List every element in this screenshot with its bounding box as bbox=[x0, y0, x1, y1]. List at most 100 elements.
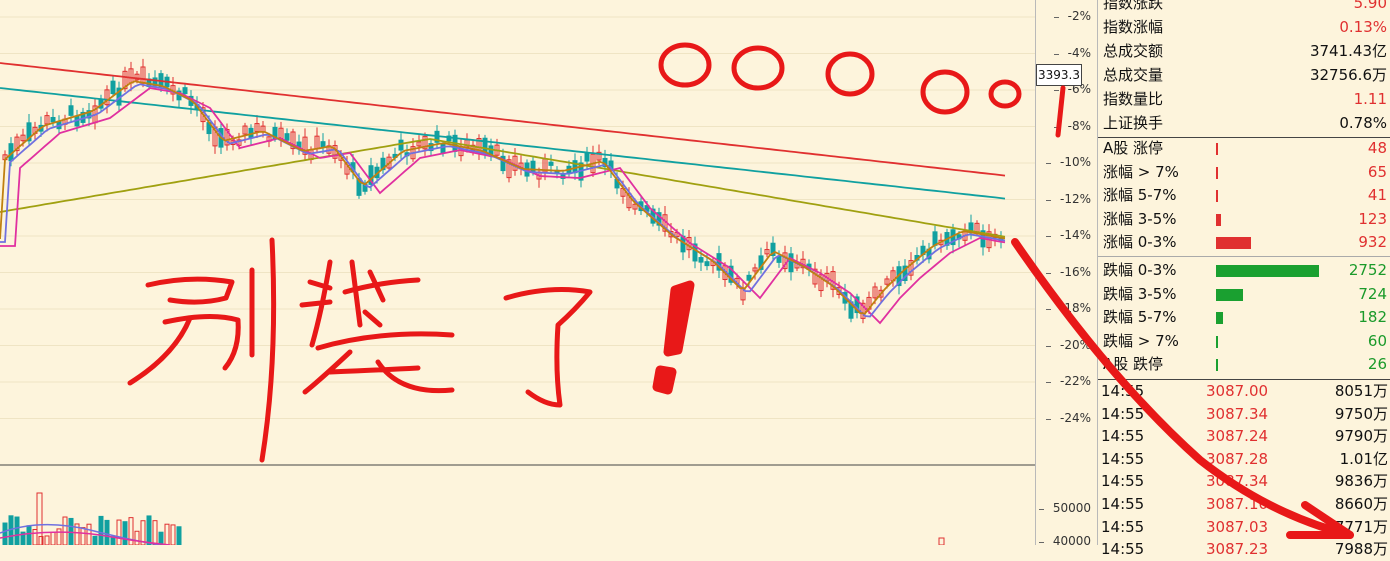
candle-body bbox=[902, 265, 908, 282]
trade-tick-row: 14:55 3087.23 7988万 bbox=[1098, 538, 1390, 561]
volume-bar bbox=[116, 519, 122, 545]
tick-vol: 8051万 bbox=[1334, 382, 1388, 400]
candle-body bbox=[872, 286, 878, 299]
candle-body bbox=[818, 274, 824, 292]
candle-body bbox=[632, 203, 638, 210]
candle-body bbox=[440, 143, 446, 154]
candle-body bbox=[284, 133, 290, 141]
volume-bar bbox=[146, 515, 152, 545]
row-value: 932 bbox=[1358, 233, 1387, 252]
percent-tick-label: -12% bbox=[1045, 191, 1091, 206]
candle-body bbox=[422, 135, 428, 150]
tick-vol: 9836万 bbox=[1334, 472, 1388, 491]
candle-body bbox=[50, 116, 56, 123]
row-value: 32756.6万 bbox=[1309, 66, 1387, 84]
market-stats-panel: 指数涨跌 5.90 指数涨幅 0.13% 总成交额 3741.43亿 总成交量 32756.6… bbox=[1098, 0, 1390, 558]
market-breadth-row: 涨幅 5-7% 41 bbox=[1098, 184, 1390, 207]
index-stat-row: 上证换手 0.78% bbox=[1098, 112, 1390, 135]
tick-vol: 9790万 bbox=[1334, 427, 1388, 446]
candle-body bbox=[14, 136, 20, 152]
candle-body bbox=[416, 141, 422, 147]
percent-tick-label: -10% bbox=[1045, 155, 1091, 169]
volume-bar bbox=[56, 528, 62, 545]
percent-tick-label: -2% bbox=[1053, 9, 1091, 23]
volume-bar bbox=[176, 526, 182, 545]
index-stat-row: 总成交额 3741.43亿 bbox=[1098, 40, 1390, 63]
percent-tick-label: -16% bbox=[1045, 264, 1091, 279]
candle-body bbox=[884, 278, 890, 285]
percent-tick-label: -18% bbox=[1045, 301, 1091, 315]
row-label: A股 跌停 bbox=[1103, 355, 1164, 374]
ma5-line bbox=[0, 80, 1006, 315]
tick-time: 14:55 bbox=[1101, 517, 1145, 536]
trade-tick-row: 14:55 3087.03 7771万 bbox=[1098, 516, 1390, 539]
candle-body bbox=[110, 80, 116, 95]
volume-bar bbox=[164, 523, 170, 545]
row-value: 41 bbox=[1367, 186, 1387, 205]
row-label: 总成交额 bbox=[1103, 42, 1164, 60]
candle-body bbox=[320, 141, 326, 148]
volume-bar bbox=[104, 519, 110, 545]
index-stat-row: 指数量比 1.11 bbox=[1098, 88, 1390, 111]
volume-bar bbox=[36, 492, 43, 545]
candle-body bbox=[368, 165, 374, 185]
candle-body bbox=[500, 155, 506, 172]
index-stat-row: 指数涨跌 5.90 bbox=[1098, 0, 1390, 15]
tick-price: 3087.34 bbox=[1206, 472, 1269, 491]
volume-bar bbox=[122, 521, 128, 545]
candle-body bbox=[182, 87, 188, 95]
row-value: 0.78% bbox=[1339, 114, 1387, 132]
row-label: 涨幅 > 7% bbox=[1103, 162, 1179, 181]
candle-body bbox=[692, 243, 698, 262]
candle-body bbox=[704, 261, 710, 267]
row-label: 总成交量 bbox=[1103, 66, 1164, 84]
tick-vol: 8660万 bbox=[1334, 495, 1388, 513]
candle-body bbox=[20, 134, 26, 142]
kline-chart-area[interactable] bbox=[0, 0, 1035, 545]
candle-body bbox=[698, 257, 704, 263]
row-label: 跌幅 > 7% bbox=[1103, 331, 1179, 350]
tick-vol: 7988万 bbox=[1334, 540, 1388, 559]
trade-tick-row: 14:55 3087.10 8660万 bbox=[1098, 493, 1390, 516]
volume-bar bbox=[32, 529, 38, 545]
breadth-bar bbox=[1216, 288, 1244, 301]
market-breadth-row: 跌幅 5-7% 182 bbox=[1098, 306, 1390, 329]
tick-price: 3087.34 bbox=[1206, 404, 1269, 423]
candle-body bbox=[506, 159, 512, 179]
candle-body bbox=[548, 161, 554, 166]
market-breadth-row: 跌幅 3-5% 724 bbox=[1098, 283, 1390, 306]
percent-tick-label: -8% bbox=[1053, 118, 1091, 133]
candle-body bbox=[764, 249, 770, 255]
candle-body bbox=[104, 89, 110, 106]
breadth-bar bbox=[1216, 213, 1221, 226]
row-label: 涨幅 5-7% bbox=[1103, 186, 1177, 205]
percent-tick-label: -4% bbox=[1053, 45, 1091, 60]
candle-body bbox=[152, 77, 158, 87]
row-label: 涨幅 0-3% bbox=[1103, 233, 1177, 252]
percent-tick-label: -20% bbox=[1045, 337, 1091, 352]
candle-body bbox=[290, 131, 296, 150]
tick-price: 3087.23 bbox=[1206, 540, 1269, 559]
ma120-line bbox=[0, 87, 1006, 200]
section-divider bbox=[1098, 256, 1390, 257]
volume-bar bbox=[80, 527, 86, 545]
candle-body bbox=[134, 73, 140, 81]
candle-body bbox=[908, 260, 914, 276]
volume-bar bbox=[158, 531, 164, 545]
candle-body bbox=[584, 152, 590, 162]
kline-chart-canvas[interactable] bbox=[0, 0, 1035, 545]
candle-body bbox=[428, 143, 434, 152]
trade-tick-row: 14:55 3087.34 9836万 bbox=[1098, 470, 1390, 493]
current-price-tag: 3393.3 bbox=[1036, 64, 1082, 86]
volume-bar bbox=[170, 524, 176, 545]
row-value: 123 bbox=[1358, 209, 1387, 228]
row-label: 跌幅 5-7% bbox=[1103, 308, 1177, 327]
market-breadth-row: 跌幅 0-3% 2752 bbox=[1098, 259, 1390, 282]
market-breadth-row: 涨幅 > 7% 65 bbox=[1098, 161, 1390, 184]
breadth-bar bbox=[1216, 237, 1251, 250]
volume-bar bbox=[86, 523, 92, 545]
candle-body bbox=[302, 136, 308, 155]
tick-price: 3087.24 bbox=[1206, 427, 1269, 446]
candle-body bbox=[122, 70, 128, 90]
row-label: 上证换手 bbox=[1103, 114, 1164, 132]
